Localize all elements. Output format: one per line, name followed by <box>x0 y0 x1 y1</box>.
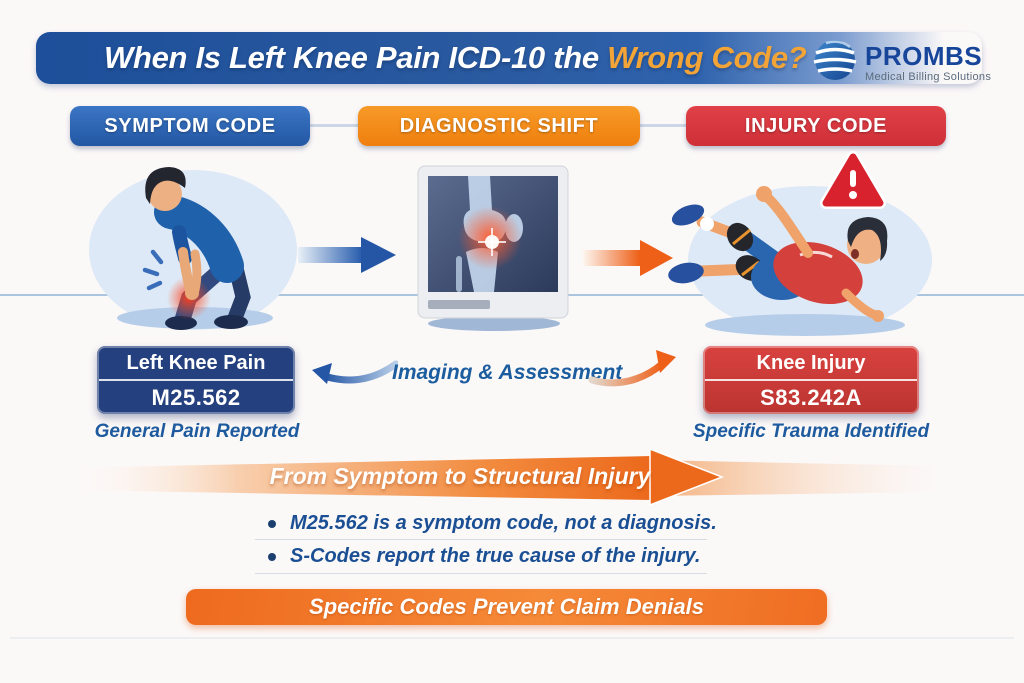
logo-text-block: PROMBS Medical Billing Solutions <box>865 43 991 83</box>
injury-card-caption: Specific Trauma Identified <box>692 421 930 442</box>
logo-name: PROMBS <box>865 40 983 71</box>
warning-triangle-icon <box>820 150 886 215</box>
logo-tagline: Medical Billing Solutions <box>865 70 992 83</box>
bullet-text: S-Codes report the true cause of the inj… <box>290 545 701 567</box>
symptom-code-card: Left Knee Pain M25.562 <box>97 346 295 414</box>
person-knee-pain-illustration <box>85 152 305 339</box>
person-fallen-injury-illustration <box>660 145 960 350</box>
bullet-text: M25.562 is a symptom code, not a diagnos… <box>290 512 717 534</box>
bullet-dot <box>268 519 276 528</box>
injury-code-card: Knee Injury S83.242A <box>703 346 919 414</box>
symptom-card-code: M25.562 <box>151 385 241 410</box>
page-title-highlight: Wrong Code? <box>607 40 807 75</box>
injury-card-code: S83.242A <box>760 385 862 410</box>
flow-banner-label: From Symptom to Structural Injury <box>269 463 651 489</box>
arrow-right-blue-icon <box>298 230 398 285</box>
curved-arrow-right-icon <box>588 348 676 395</box>
card-divider <box>705 379 917 381</box>
stage-badge-diagnostic-shift: DIAGNOSTIC SHIFT <box>358 106 640 146</box>
footer-banner: Specific Codes Prevent Claim Denials <box>186 589 827 625</box>
symptom-card-title: Left Knee Pain <box>126 352 266 374</box>
stage-badge-injury-code: INJURY CODE <box>686 106 946 146</box>
bullet-divider <box>255 539 707 540</box>
bullet-dot <box>268 552 276 561</box>
bullet-item: S-Codes report the true cause of the inj… <box>268 545 700 568</box>
stage-badge-symptom-code: SYMPTOM CODE <box>70 106 310 146</box>
bottom-divider <box>10 637 1014 639</box>
page-title: When Is Left Knee Pain ICD-10 the Wrong … <box>104 32 807 84</box>
prombs-logo: PROMBS Medical Billing Solutions <box>812 37 991 88</box>
arrow-right-orange-icon <box>583 235 675 286</box>
page-title-main: When Is Left Knee Pain ICD-10 the <box>104 40 599 75</box>
curved-arrow-left-icon <box>312 358 400 395</box>
knee-xray-monitor <box>416 164 572 327</box>
bullet-item: M25.562 is a symptom code, not a diagnos… <box>268 512 717 535</box>
symptom-card-caption: General Pain Reported <box>94 421 300 442</box>
xray-shadow <box>428 316 560 331</box>
bullet-divider <box>255 573 707 574</box>
flow-arrow-banner <box>60 447 1020 513</box>
injury-card-title: Knee Injury <box>756 352 866 374</box>
card-divider <box>99 379 293 381</box>
globe-icon <box>812 37 858 88</box>
imaging-assessment-label: Imaging & Assessment <box>392 361 623 384</box>
